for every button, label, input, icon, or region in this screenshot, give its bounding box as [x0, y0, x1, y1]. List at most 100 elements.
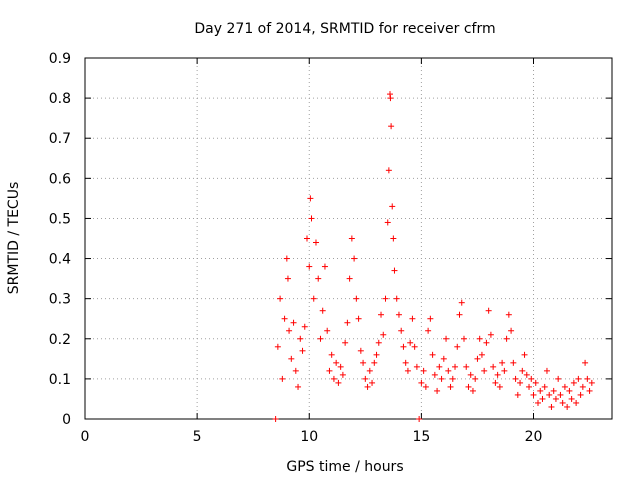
- y-tick-label: 0.4: [49, 252, 71, 268]
- data-point: [469, 387, 476, 394]
- data-point: [360, 359, 367, 366]
- data-point: [387, 95, 394, 102]
- data-point: [317, 335, 324, 342]
- data-point: [534, 399, 541, 406]
- data-point: [355, 315, 362, 322]
- data-point: [290, 319, 297, 326]
- data-point: [530, 391, 537, 398]
- data-point: [434, 387, 441, 394]
- x-tick-label: 10: [300, 429, 318, 445]
- data-point: [427, 315, 434, 322]
- data-point: [566, 387, 573, 394]
- data-point: [539, 395, 546, 402]
- data-point: [328, 351, 335, 358]
- data-point: [429, 351, 436, 358]
- data-point: [521, 351, 528, 358]
- data-point: [568, 395, 575, 402]
- data-point: [292, 367, 299, 374]
- data-point: [321, 263, 328, 270]
- data-point: [339, 371, 346, 378]
- data-point: [460, 335, 467, 342]
- data-point: [508, 327, 515, 334]
- data-point: [519, 367, 526, 374]
- data-point: [308, 215, 315, 222]
- y-tick-label: 0.7: [49, 131, 71, 147]
- data-point: [438, 375, 445, 382]
- data-point: [505, 311, 512, 318]
- data-point: [472, 375, 479, 382]
- data-point: [496, 383, 503, 390]
- data-point: [577, 391, 584, 398]
- data-point: [557, 391, 564, 398]
- data-point: [310, 295, 317, 302]
- data-point: [440, 355, 447, 362]
- y-tick-label: 0.5: [49, 211, 71, 227]
- data-point: [307, 195, 314, 202]
- data-point: [483, 339, 490, 346]
- data-point: [512, 375, 519, 382]
- data-point: [301, 323, 308, 330]
- data-point: [299, 347, 306, 354]
- data-point: [297, 335, 304, 342]
- y-tick-label: 0.9: [49, 51, 71, 67]
- data-point: [431, 371, 438, 378]
- data-point: [561, 383, 568, 390]
- data-point: [546, 391, 553, 398]
- data-point: [284, 275, 291, 282]
- data-point: [330, 375, 337, 382]
- data-point: [366, 367, 373, 374]
- data-point: [390, 235, 397, 242]
- data-point: [353, 295, 360, 302]
- data-point: [369, 379, 376, 386]
- data-point: [526, 383, 533, 390]
- data-point: [550, 387, 557, 394]
- data-point: [286, 327, 293, 334]
- data-point: [532, 379, 539, 386]
- data-point: [559, 399, 566, 406]
- data-point: [436, 363, 443, 370]
- y-tick-label: 0.8: [49, 91, 71, 107]
- data-point: [315, 275, 322, 282]
- chart-title: Day 271 of 2014, SRMTID for receiver cfr…: [194, 21, 495, 37]
- data-point: [537, 387, 544, 394]
- data-point: [337, 363, 344, 370]
- data-point: [388, 123, 395, 130]
- data-point: [579, 383, 586, 390]
- x-tick-label: 20: [525, 429, 543, 445]
- data-point: [452, 363, 459, 370]
- data-point: [335, 379, 342, 386]
- data-point: [510, 359, 517, 366]
- data-point: [400, 343, 407, 350]
- y-tick-label: 0: [62, 412, 71, 428]
- y-tick-label: 0.3: [49, 292, 71, 308]
- data-point: [351, 255, 358, 262]
- data-point: [411, 343, 418, 350]
- data-point: [362, 375, 369, 382]
- data-point: [380, 331, 387, 338]
- data-point: [364, 383, 371, 390]
- data-point: [344, 319, 351, 326]
- data-point: [393, 295, 400, 302]
- data-point: [277, 295, 284, 302]
- data-point: [384, 219, 391, 226]
- data-point: [541, 383, 548, 390]
- data-point: [398, 327, 405, 334]
- data-point: [458, 299, 465, 306]
- data-point: [454, 343, 461, 350]
- data-point: [523, 371, 530, 378]
- data-point: [528, 375, 535, 382]
- data-point: [465, 383, 472, 390]
- x-axis-label: GPS time / hours: [286, 459, 403, 475]
- data-point: [413, 363, 420, 370]
- y-tick-label: 0.1: [49, 372, 71, 388]
- data-point: [348, 235, 355, 242]
- data-point: [481, 367, 488, 374]
- data-point: [288, 355, 295, 362]
- data-point: [552, 395, 559, 402]
- data-point: [385, 167, 392, 174]
- data-point: [456, 311, 463, 318]
- data-point: [272, 416, 279, 422]
- data-point: [375, 339, 382, 346]
- data-point: [494, 371, 501, 378]
